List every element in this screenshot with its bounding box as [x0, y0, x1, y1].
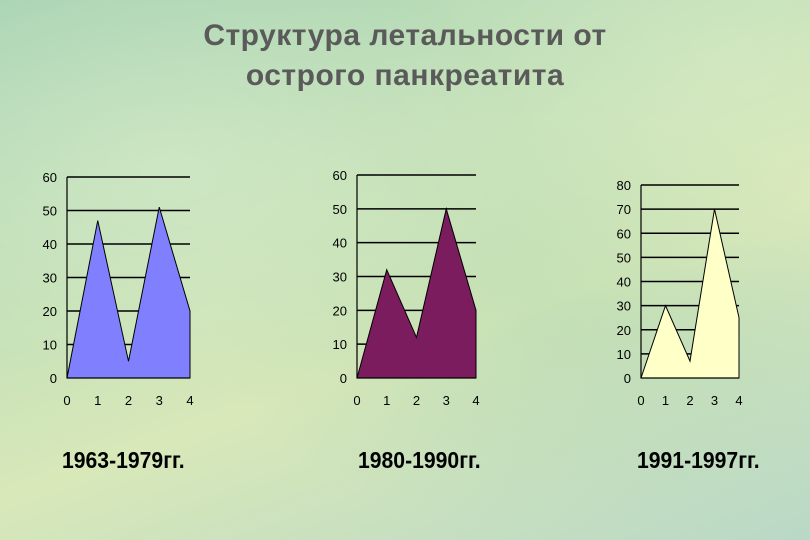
y-tick-label: 50	[333, 202, 347, 217]
y-tick-label: 10	[43, 338, 57, 353]
x-tick-label: 3	[156, 393, 163, 408]
x-tick-label: 2	[413, 393, 420, 408]
y-tick-label: 0	[624, 371, 631, 386]
y-tick-label: 20	[43, 304, 57, 319]
x-tick-label: 4	[735, 393, 742, 408]
title-line-2: острого панкреатита	[245, 59, 565, 92]
y-tick-label: 40	[43, 237, 57, 252]
chart-1963-1979: 0 10 20 30 40 50 60 0 1 2 3 4	[43, 170, 194, 408]
y-tick-label: 30	[333, 270, 347, 285]
y-tick-label: 80	[617, 178, 631, 193]
y-tick-label: 10	[617, 347, 631, 362]
y-tick-label: 50	[617, 250, 631, 265]
chart-1-period-label: 1963-1979гг.	[62, 447, 185, 473]
chart-1980-1990: 0 10 20 30 40 50 60 0 1 2 3 4	[333, 168, 480, 408]
x-tick-label: 2	[125, 393, 132, 408]
area-series	[66, 207, 191, 379]
x-tick-label: 1	[94, 393, 101, 408]
y-tick-label: 60	[43, 170, 57, 185]
x-tick-label: 3	[711, 393, 718, 408]
x-tick-label: 1	[662, 393, 669, 408]
x-tick-label: 0	[63, 393, 70, 408]
y-tick-label: 60	[333, 168, 347, 183]
x-tick-label: 1	[383, 393, 390, 408]
area-series	[640, 209, 740, 379]
x-tick-label: 0	[353, 393, 360, 408]
x-tick-label: 2	[686, 393, 693, 408]
y-tick-label: 70	[617, 202, 631, 217]
x-tick-label: 4	[186, 393, 193, 408]
y-tick-label: 40	[617, 275, 631, 290]
y-tick-label: 30	[617, 299, 631, 314]
y-tick-label: 60	[617, 226, 631, 241]
y-tick-label: 0	[50, 371, 57, 386]
title-line-1: Структура летальности от	[203, 19, 607, 52]
x-tick-label: 3	[443, 393, 450, 408]
chart-2-period-label: 1980-1990гг.	[358, 447, 481, 473]
y-tick-label: 50	[43, 204, 57, 219]
y-tick-label: 40	[333, 236, 347, 251]
page-title: Структура летальности от острого панкреа…	[0, 16, 810, 96]
y-tick-label: 0	[340, 371, 347, 386]
x-tick-label: 4	[472, 393, 479, 408]
y-tick-label: 10	[333, 337, 347, 352]
y-tick-label: 20	[617, 323, 631, 338]
y-tick-label: 30	[43, 271, 57, 286]
chart-1991-1997: 0 10 20 30 40 50 60 70 80 0 1 2 3 4	[617, 178, 743, 408]
x-tick-label: 0	[637, 393, 644, 408]
y-tick-label: 20	[333, 303, 347, 318]
area-series	[356, 206, 477, 379]
chart-3-period-label: 1991-1997гг.	[637, 447, 760, 473]
